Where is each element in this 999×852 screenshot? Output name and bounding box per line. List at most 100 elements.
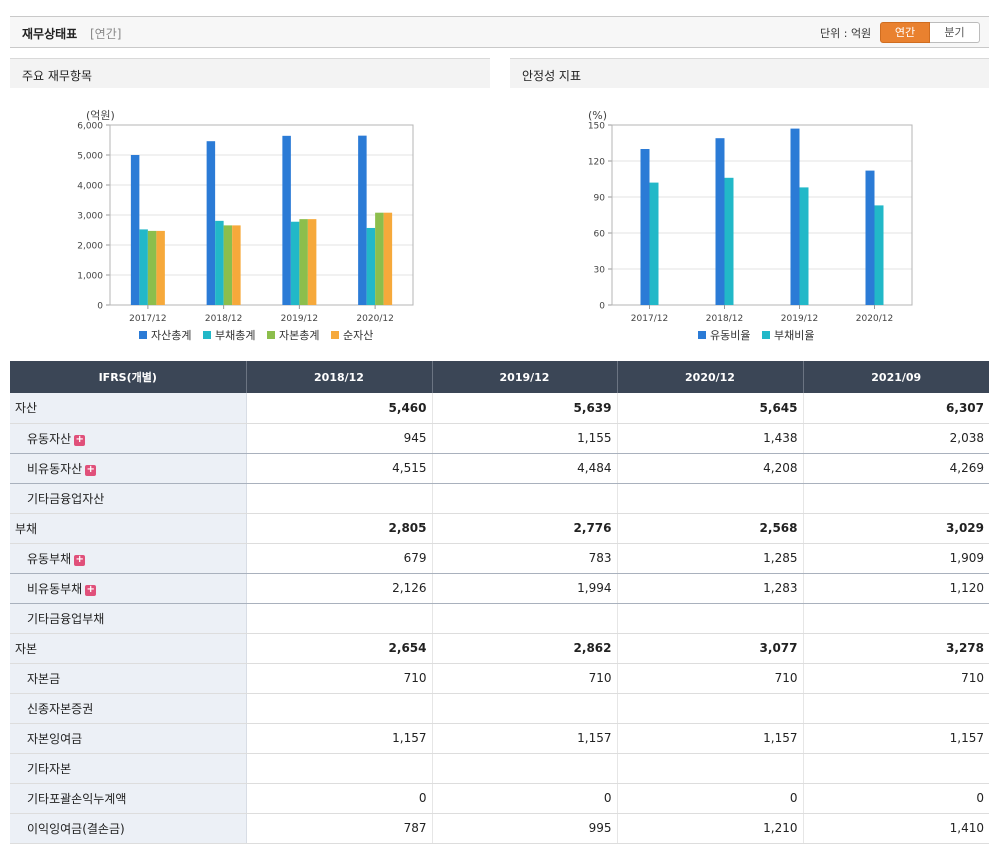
row-label-cell: 이익잉여금(결손금) <box>10 813 247 844</box>
y-tick-label: 5,000 <box>77 152 103 162</box>
bar <box>130 155 140 305</box>
value-cell <box>803 753 989 784</box>
bar <box>799 187 809 305</box>
table-row: 자본 2,654 2,862 3,077 3,278 <box>10 633 989 664</box>
column-header: 2018/12 <box>246 361 433 393</box>
x-tick-label: 2020/12 <box>356 314 393 324</box>
row-label-cell: 기타자본 <box>10 753 247 784</box>
table-row: 신종자본증권 <box>10 693 989 724</box>
row-label-cell: 기타금융업부채 <box>10 603 247 634</box>
row-label: 부채 <box>15 521 38 536</box>
bar <box>790 128 800 305</box>
row-label: 자본금 <box>27 671 61 686</box>
value-cell: 1,909 <box>803 543 989 574</box>
y-axis-label: (억원) <box>86 109 115 122</box>
value-cell: 1,157 <box>246 723 433 754</box>
legend-label: 부채총계 <box>215 329 255 342</box>
value-cell: 1,283 <box>617 573 804 604</box>
row-label: 자본 <box>15 641 38 656</box>
value-cell: 710 <box>803 663 989 694</box>
x-tick-label: 2017/12 <box>129 314 166 324</box>
value-cell: 0 <box>803 783 989 814</box>
legend-label: 자산총계 <box>151 329 191 342</box>
value-cell: 1,157 <box>617 723 804 754</box>
value-cell: 710 <box>617 663 804 694</box>
expand-plus-icon[interactable]: + <box>85 583 97 596</box>
expand-plus-icon[interactable]: + <box>85 463 97 476</box>
y-tick-label: 0 <box>97 302 103 312</box>
annual-toggle-button[interactable]: 연간 <box>880 22 930 43</box>
value-cell: 4,515 <box>246 453 433 484</box>
value-cell <box>246 753 433 784</box>
bar <box>223 225 233 305</box>
legend-swatch <box>267 331 275 339</box>
bar <box>715 138 725 305</box>
value-cell: 1,410 <box>803 813 989 844</box>
value-cell: 5,460 <box>246 393 433 424</box>
left-panel-header: 주요 재무항목 <box>10 58 490 88</box>
value-cell <box>432 693 618 724</box>
value-cell <box>617 753 804 784</box>
value-cell: 2,126 <box>246 573 433 604</box>
value-cell: 710 <box>432 663 618 694</box>
value-cell: 1,155 <box>432 423 618 454</box>
row-label: 자본잉여금 <box>27 731 83 746</box>
row-label-cell: 기타금융업자산 <box>10 483 247 514</box>
bar <box>156 230 165 305</box>
value-cell: 4,208 <box>617 453 804 484</box>
value-cell: 4,269 <box>803 453 989 484</box>
y-tick-label: 2,000 <box>77 242 103 252</box>
table-header-row: IFRS(개별) 2018/12 2019/12 2020/12 2021/09 <box>10 361 989 393</box>
quarter-toggle-button[interactable]: 분기 <box>930 22 980 43</box>
bar <box>724 177 734 305</box>
y-tick-label: 1,000 <box>77 272 103 282</box>
y-tick-label: 90 <box>594 194 606 204</box>
row-label-cell: 자본금 <box>10 663 247 694</box>
row-label: 기타자본 <box>27 761 72 776</box>
value-cell <box>432 603 618 634</box>
y-tick-label: 30 <box>594 266 606 276</box>
value-cell <box>803 603 989 634</box>
plot-frame <box>611 124 913 306</box>
bar <box>640 149 650 305</box>
row-label-cell: 자본잉여금 <box>10 723 247 754</box>
value-cell: 787 <box>246 813 433 844</box>
value-cell: 1,157 <box>432 723 618 754</box>
row-label-cell: 유동자산 + <box>10 423 247 454</box>
value-cell: 3,278 <box>803 633 989 664</box>
value-cell: 1,438 <box>617 423 804 454</box>
x-tick-label: 2018/12 <box>205 314 242 324</box>
period-toggle: 연간 분기 <box>880 22 980 43</box>
legend-label: 유동비율 <box>710 329 750 342</box>
value-cell <box>432 753 618 784</box>
value-cell: 2,654 <box>246 633 433 664</box>
value-cell <box>617 483 804 514</box>
expand-plus-icon[interactable]: + <box>74 433 86 446</box>
y-tick-label: 150 <box>588 122 605 132</box>
value-cell: 3,077 <box>617 633 804 664</box>
plot-frame <box>109 124 414 306</box>
expand-plus-icon[interactable]: + <box>74 553 86 566</box>
value-cell <box>803 483 989 514</box>
right-panel-header: 안정성 지표 <box>510 58 989 88</box>
row-label-cell: 자산 <box>10 393 247 424</box>
value-cell: 4,484 <box>432 453 618 484</box>
bar <box>147 230 157 305</box>
legend-swatch <box>139 331 147 339</box>
value-cell <box>803 693 989 724</box>
x-tick-label: 2018/12 <box>706 314 743 324</box>
row-label: 비유동부채 <box>27 581 83 596</box>
value-cell: 1,210 <box>617 813 804 844</box>
bar <box>874 205 884 305</box>
value-cell: 0 <box>432 783 618 814</box>
main-financial-items-chart: (억원) 0 1,000 2,000 3,000 4,000 5,000 6,000 2017/… <box>10 88 490 354</box>
row-label-cell: 신종자본증권 <box>10 693 247 724</box>
y-tick-label: 0 <box>599 302 605 312</box>
chart-background <box>10 88 490 354</box>
section-subtitle: [연간] <box>90 27 122 41</box>
table-row: 부채 2,805 2,776 2,568 3,029 <box>10 513 989 544</box>
bar <box>383 212 393 305</box>
value-cell: 5,645 <box>617 393 804 424</box>
bar <box>865 170 875 305</box>
left-panel-title: 주요 재무항목 <box>22 69 93 83</box>
